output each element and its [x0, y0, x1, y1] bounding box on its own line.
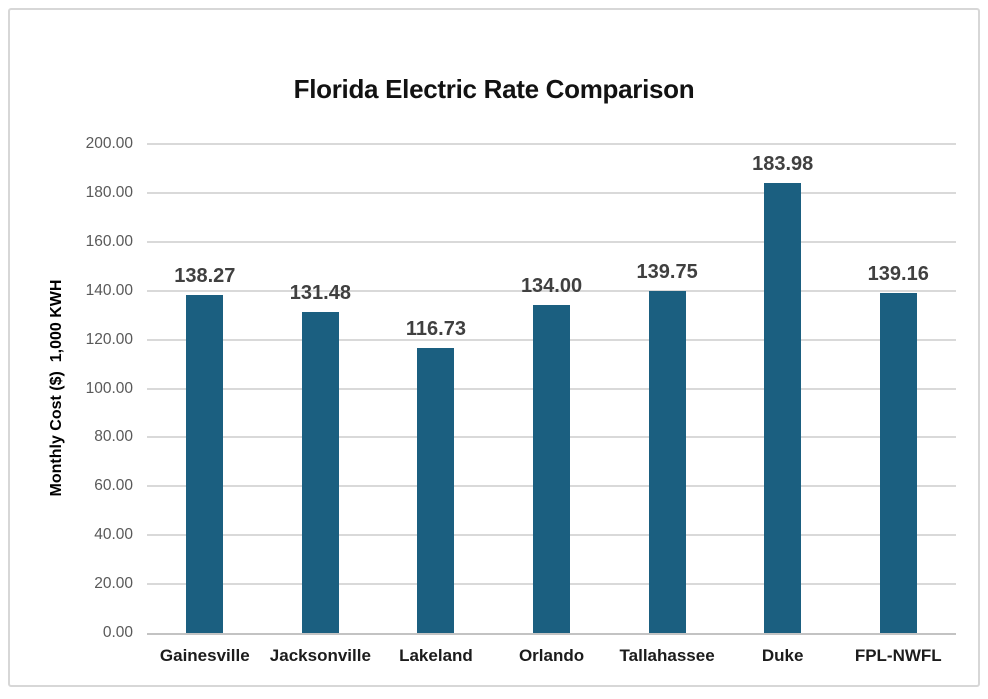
x-axis-label-fpl-nwfl: FPL-NWFL: [854, 646, 942, 665]
y-tick-label-160.00: 160.00: [85, 232, 133, 250]
chart-title: Florida Electric Rate Comparison: [293, 74, 695, 104]
y-tick-label-20.00: 20.00: [94, 575, 133, 593]
y-tick-label-0.00: 0.00: [102, 624, 133, 641]
bar-value-label-duke: 183.98: [752, 153, 814, 176]
bar-value-label-fpl-nwfl: 139.16: [867, 262, 929, 285]
gridline-160: [147, 240, 956, 243]
bar-value-label-orlando: 134.00: [520, 275, 583, 298]
x-axis-label-orlando: Orlando: [518, 646, 585, 665]
bar-value-label-lakeland: 116.73: [405, 317, 466, 340]
y-tick-label-40.00: 40.00: [94, 526, 133, 544]
bar-column-duke: 183.98: [725, 144, 841, 633]
bar-value-label-jacksonville: 131.48: [289, 281, 351, 304]
y-tick-label-180.00: 180.00: [85, 183, 133, 201]
bar-value-label-gainesville: 138.27: [174, 264, 236, 287]
bar-fpl-nwfl: [879, 292, 917, 633]
x-axis-label-jacksonville: Jacksonville: [269, 646, 371, 665]
bar-series: 138.27 131.48 116.73 134.00 139.75 183.98 139.…: [147, 144, 956, 633]
bar-orlando: [533, 305, 571, 633]
bar-duke: [764, 183, 802, 633]
bar-column-lakeland: 116.73: [378, 144, 494, 633]
bar-value-label-tallahassee: 139.75: [636, 261, 698, 284]
x-axis-category-labels: Gainesville Jacksonville Lakeland Orlando Ta…: [147, 646, 956, 666]
bar-gainesville: [186, 294, 224, 633]
gridline-140: [147, 289, 956, 292]
bar-column-fpl-nwfl: 139.16: [840, 144, 956, 633]
bar-tallahassee: [648, 291, 686, 633]
bar-column-orlando: 134.00: [494, 144, 610, 633]
bar-column-gainesville: 138.27: [147, 144, 263, 633]
y-tick-label-200.00: 200.00: [85, 135, 133, 152]
x-axis-label-gainesville: Gainesville: [159, 646, 250, 665]
x-axis-label-tallahassee: Tallahassee: [619, 646, 715, 665]
y-tick-label-100.00: 100.00: [85, 379, 133, 397]
y-tick-label-80.00: 80.00: [94, 428, 133, 446]
y-tick-label-60.00: 60.00: [94, 477, 133, 495]
y-tick-label-120.00: 120.00: [85, 330, 133, 348]
y-tick-label-140.00: 140.00: [85, 281, 133, 299]
bar-lakeland: [417, 347, 455, 633]
x-axis-label-duke: Duke: [761, 646, 804, 665]
bar-column-jacksonville: 131.48: [263, 144, 379, 633]
x-axis-label-lakeland: Lakeland: [399, 646, 473, 665]
gridline-180: [147, 191, 956, 194]
plot-area: 138.27 131.48 116.73 134.00 139.75 183.98 139.…: [147, 143, 956, 635]
bar-column-tallahassee: 139.75: [609, 144, 725, 633]
gridline-200: [147, 143, 956, 145]
bar-jacksonville: [301, 311, 339, 633]
